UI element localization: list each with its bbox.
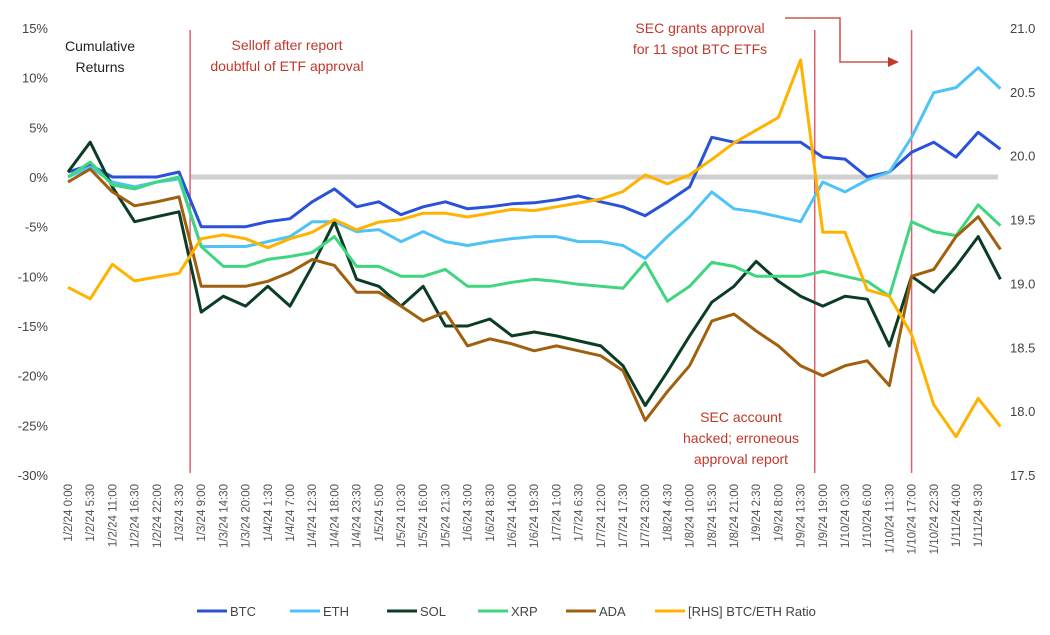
x-tick-label: 1/9/24 2:30 bbox=[751, 484, 763, 542]
x-tick-label: 1/3/24 14:30 bbox=[218, 484, 230, 548]
x-tick-label: 1/2/24 5:30 bbox=[85, 484, 97, 542]
x-tick-label: 1/9/24 19:00 bbox=[818, 484, 830, 548]
chart-title: Cumulative bbox=[65, 38, 135, 54]
x-tick-label: 1/4/24 18:00 bbox=[329, 484, 341, 548]
x-tick-label: 1/10/24 0:30 bbox=[840, 484, 852, 548]
left-tick-label: 5% bbox=[29, 120, 48, 135]
annotations: Cumulative Returns Selloff after report dou… bbox=[65, 17, 899, 467]
right-tick-label: 20.5 bbox=[1010, 85, 1035, 100]
x-tick-label: 1/4/24 1:30 bbox=[263, 484, 275, 542]
x-tick-label: 1/8/24 21:00 bbox=[729, 484, 741, 548]
x-tick-label: 1/7/24 6:30 bbox=[574, 484, 586, 542]
x-tick-label: 1/8/24 10:00 bbox=[685, 484, 697, 548]
x-tick-label: 1/7/24 23:00 bbox=[640, 484, 652, 548]
x-tick-label: 1/10/24 22:30 bbox=[929, 484, 941, 554]
legend-item: SOL bbox=[387, 604, 446, 619]
x-tick-label: 1/11/24 9:30 bbox=[973, 484, 985, 547]
legend-label: ADA bbox=[599, 604, 626, 619]
arrow-icon bbox=[888, 57, 899, 67]
x-axis: 1/2/24 0:00 1/2/24 5:30 1/2/24 11:00 1/2/24… bbox=[63, 484, 985, 554]
x-tick-label: 1/10/24 17:00 bbox=[907, 484, 919, 554]
x-tick-label: 1/2/24 22:00 bbox=[152, 484, 164, 548]
right-tick-label: 18.0 bbox=[1010, 404, 1035, 419]
event-annotation: SEC account bbox=[700, 409, 782, 425]
x-tick-label: 1/5/24 16:00 bbox=[418, 484, 430, 548]
series-line-btc bbox=[67, 130, 1002, 229]
x-tick-label: 1/2/24 11:00 bbox=[107, 484, 119, 547]
legend-item: BTC bbox=[197, 604, 256, 619]
event-annotation: doubtful of ETF approval bbox=[210, 58, 363, 74]
right-axis: 21.0 20.5 20.0 19.5 19.0 18.5 18.0 17.5 bbox=[1010, 21, 1035, 483]
x-tick-label: 1/5/24 5:00 bbox=[374, 484, 386, 542]
x-tick-label: 1/6/24 19:30 bbox=[529, 484, 541, 548]
x-tick-label: 1/7/24 17:30 bbox=[618, 484, 630, 548]
x-tick-label: 1/4/24 7:00 bbox=[285, 484, 297, 542]
x-tick-label: 1/9/24 13:30 bbox=[796, 484, 808, 548]
series-line-ada bbox=[67, 167, 1002, 422]
x-tick-label: 1/7/24 1:00 bbox=[551, 484, 563, 542]
legend: BTC ETH SOL XRP ADA [RHS] BTC/ETH Ratio bbox=[197, 604, 816, 619]
left-tick-label: 15% bbox=[22, 21, 48, 36]
legend-label: [RHS] BTC/ETH Ratio bbox=[688, 604, 816, 619]
left-tick-label: -30% bbox=[18, 468, 49, 483]
left-tick-label: -15% bbox=[18, 319, 49, 334]
x-tick-label: 1/8/24 4:30 bbox=[662, 484, 674, 542]
left-tick-label: -5% bbox=[25, 220, 49, 235]
x-tick-label: 1/9/24 8:00 bbox=[773, 484, 785, 542]
x-tick-label: 1/3/24 9:00 bbox=[196, 484, 208, 542]
x-tick-label: 1/5/24 10:30 bbox=[396, 484, 408, 548]
x-tick-label: 1/8/24 15:30 bbox=[707, 484, 719, 548]
x-tick-label: 1/2/24 0:00 bbox=[63, 484, 75, 542]
x-tick-label: 1/2/24 16:30 bbox=[130, 484, 142, 548]
series-line-sol bbox=[66, 140, 1002, 407]
right-tick-label: 20.0 bbox=[1010, 149, 1035, 164]
x-tick-label: 1/6/24 3:00 bbox=[463, 484, 475, 542]
x-tick-label: 1/7/24 12:00 bbox=[596, 484, 608, 548]
legend-label: BTC bbox=[230, 604, 256, 619]
annotation-connector bbox=[785, 17, 888, 63]
series-line-xrp bbox=[67, 160, 1002, 303]
event-lines bbox=[189, 30, 913, 473]
event-annotation: hacked; erroneous bbox=[683, 430, 799, 446]
x-tick-label: 1/11/24 4:00 bbox=[951, 484, 963, 547]
series-lines bbox=[66, 58, 1002, 439]
x-tick-label: 1/6/24 8:30 bbox=[485, 484, 497, 542]
event-annotation: for 11 spot BTC ETFs bbox=[633, 41, 767, 57]
left-axis: 15% 10% 5% 0% -5% -10% -15% -20% -25% -30% bbox=[18, 21, 49, 483]
x-tick-label: 1/6/24 14:00 bbox=[507, 484, 519, 548]
legend-item: XRP bbox=[478, 604, 538, 619]
right-tick-label: 21.0 bbox=[1010, 21, 1035, 36]
event-annotation: approval report bbox=[694, 451, 788, 467]
left-tick-label: -20% bbox=[18, 369, 49, 384]
x-tick-label: 1/4/24 23:30 bbox=[352, 484, 364, 548]
legend-item: ADA bbox=[566, 604, 626, 619]
left-tick-label: 0% bbox=[29, 170, 48, 185]
right-tick-label: 19.0 bbox=[1010, 276, 1035, 291]
legend-label: XRP bbox=[511, 604, 538, 619]
left-tick-label: -10% bbox=[18, 269, 49, 284]
series-line-rhs-btc-eth-ratio bbox=[67, 58, 1002, 439]
left-tick-label: 10% bbox=[22, 71, 48, 86]
x-tick-label: 1/4/24 12:30 bbox=[307, 484, 319, 548]
x-tick-label: 1/3/24 20:00 bbox=[241, 484, 253, 548]
series-line-eth bbox=[67, 66, 1002, 260]
x-tick-label: 1/3/24 3:30 bbox=[174, 484, 186, 542]
left-tick-label: -25% bbox=[18, 418, 49, 433]
event-annotation: Selloff after report bbox=[231, 37, 342, 53]
right-tick-label: 17.5 bbox=[1010, 468, 1035, 483]
x-tick-label: 1/10/24 11:30 bbox=[884, 484, 896, 554]
legend-item: [RHS] BTC/ETH Ratio bbox=[655, 604, 816, 619]
legend-item: ETH bbox=[290, 604, 349, 619]
right-tick-label: 19.5 bbox=[1010, 213, 1035, 228]
x-tick-label: 1/10/24 6:00 bbox=[862, 484, 874, 548]
legend-label: SOL bbox=[420, 604, 446, 619]
event-annotation: SEC grants approval bbox=[635, 20, 764, 36]
chart-title: Returns bbox=[75, 59, 124, 75]
right-tick-label: 18.5 bbox=[1010, 340, 1035, 355]
x-tick-label: 1/5/24 21:30 bbox=[440, 484, 452, 548]
legend-label: ETH bbox=[323, 604, 349, 619]
